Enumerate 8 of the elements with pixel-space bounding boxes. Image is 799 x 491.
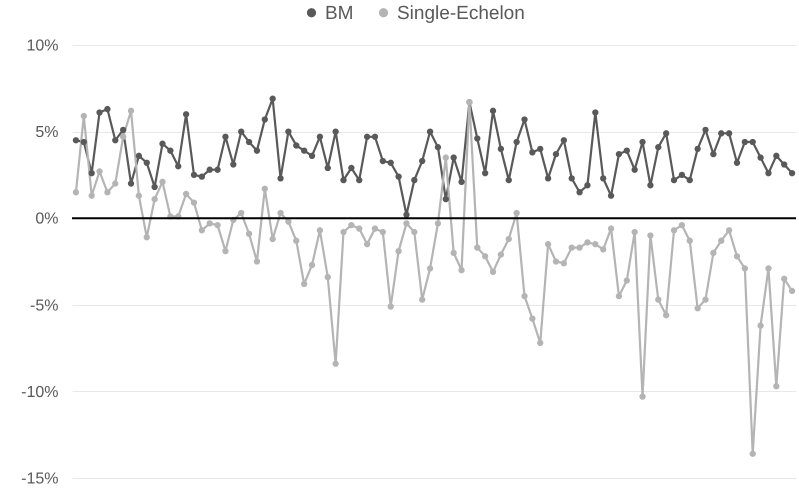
y-tick-label: -5% (30, 297, 58, 314)
legend-label: BM (325, 2, 354, 24)
y-tick-label: 0% (35, 210, 58, 228)
y-tick-label: -10% (21, 384, 58, 401)
y-tick-label: 10% (26, 38, 58, 54)
y-tick-label: 5% (35, 124, 58, 142)
y-tick-label: -15% (21, 470, 58, 488)
legend-label: Single-Echelon (397, 2, 525, 24)
